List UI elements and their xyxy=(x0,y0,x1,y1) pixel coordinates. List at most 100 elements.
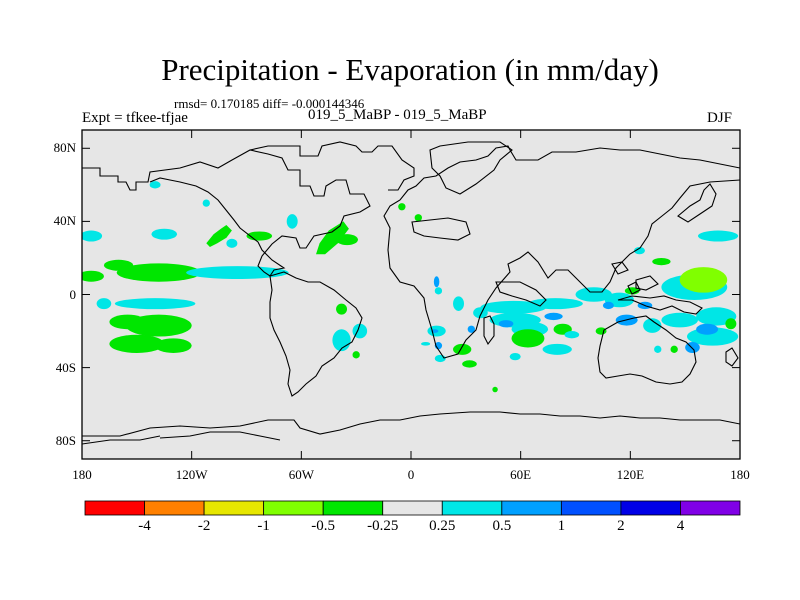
coastline xyxy=(635,275,659,291)
coastline xyxy=(383,145,740,359)
colorbar-level-label: -0.5 xyxy=(311,518,336,534)
x-tick-label: 180 xyxy=(72,467,92,482)
colorbar-level-label: 2 xyxy=(617,518,625,534)
colorbar-swatch xyxy=(144,500,205,516)
colorbar-level-label: 4 xyxy=(676,518,685,534)
anomaly-patch xyxy=(109,334,165,353)
x-tick-label: 120E xyxy=(616,467,645,482)
anomaly-patch xyxy=(467,325,475,333)
y-tick-label: 80S xyxy=(55,432,76,448)
coastline xyxy=(495,281,547,307)
colorbar-level-label: 0.25 xyxy=(429,518,456,534)
colorbar-swatch xyxy=(441,500,503,516)
anomaly-patch xyxy=(453,296,465,311)
anomaly-patch xyxy=(103,259,134,271)
coastline xyxy=(82,149,371,277)
anomaly-patch xyxy=(226,238,238,248)
colorbar-swatch xyxy=(203,500,265,516)
coastline xyxy=(597,315,697,385)
colorbar-swatch xyxy=(680,500,741,516)
coastline xyxy=(483,315,495,346)
anomaly-patch xyxy=(82,270,104,282)
experiment-label: Expt = tfkee-tfjae xyxy=(82,110,188,126)
coastline xyxy=(627,281,641,295)
anomaly-patch xyxy=(398,203,406,211)
anomaly-patch xyxy=(509,352,521,361)
y-tick-label: 0 xyxy=(69,286,77,302)
colorbar-level-label: -0.25 xyxy=(367,518,399,534)
coastline xyxy=(82,411,740,437)
colorbar-level-label: 0.5 xyxy=(492,518,512,534)
anomaly-patch xyxy=(633,246,645,255)
coastline xyxy=(269,271,363,397)
colorbar-level-label: -4 xyxy=(138,518,151,534)
coastline xyxy=(677,183,717,223)
map-background xyxy=(82,130,740,459)
anomaly-patch xyxy=(421,342,431,346)
anomaly-patch xyxy=(352,351,360,359)
anomaly-patch xyxy=(414,214,422,222)
anomaly-patch xyxy=(492,386,498,393)
coastline xyxy=(725,347,739,367)
colorbar-swatch xyxy=(84,500,145,516)
anomaly-patch xyxy=(316,221,349,255)
coastline xyxy=(611,261,629,275)
colorbar-swatch xyxy=(322,500,384,516)
colorbar-swatch xyxy=(620,500,681,516)
anomaly-patch xyxy=(679,267,728,293)
anomaly-patch xyxy=(206,225,232,247)
anomaly-patch xyxy=(433,276,440,288)
anomaly-patch xyxy=(202,199,210,207)
anomaly-patch xyxy=(114,298,196,310)
anomaly-patch xyxy=(462,360,477,368)
y-tick-label: 40S xyxy=(55,359,76,375)
anomaly-patch xyxy=(511,329,545,348)
anomaly-patch xyxy=(697,230,739,242)
colorbar-level-label: 1 xyxy=(557,518,566,534)
coastline xyxy=(82,435,161,445)
anomaly-patch xyxy=(498,320,514,328)
anomaly-patch xyxy=(527,298,583,310)
anomaly-patch xyxy=(336,303,348,315)
coastline xyxy=(159,431,281,441)
anomaly-patch xyxy=(116,263,201,282)
chart-title: Precipitation - Evaporation (in mm/day) xyxy=(161,52,659,87)
colorbar-swatch xyxy=(501,500,562,516)
anomaly-patch xyxy=(96,298,112,310)
coastline xyxy=(617,295,703,315)
anomaly-patch xyxy=(602,301,614,310)
anomaly-patch xyxy=(643,318,662,333)
anomaly-patch xyxy=(125,314,192,337)
anomaly-patch xyxy=(670,345,678,353)
anomaly-patch xyxy=(544,312,563,321)
x-tick-label: 120W xyxy=(175,467,208,482)
anomaly-patch xyxy=(564,331,580,339)
y-tick-label: 40N xyxy=(53,213,76,229)
colorbar-level-label: -2 xyxy=(197,518,211,534)
case-label: 019_5_MaBP - 019_5_MaBP xyxy=(308,107,487,123)
coastline xyxy=(411,217,471,241)
anomaly-patch xyxy=(652,257,671,266)
y-tick-label: 80N xyxy=(53,140,76,156)
coastlines xyxy=(82,141,740,445)
anomaly-patch xyxy=(654,345,662,353)
colorbar-swatch xyxy=(382,500,443,516)
axis-ticks xyxy=(81,130,741,459)
anomaly-patch xyxy=(149,181,161,189)
x-tick-label: 180 xyxy=(730,467,750,482)
colorbar-swatch xyxy=(263,500,324,516)
x-tick-label: 0 xyxy=(407,467,415,482)
anomaly-patch xyxy=(725,318,737,330)
anomaly-patch xyxy=(696,323,719,335)
season-label: DJF xyxy=(707,110,733,126)
anomaly-patch xyxy=(186,266,289,279)
x-tick-label: 60E xyxy=(510,467,532,482)
anomaly-patch xyxy=(82,230,103,242)
anomaly-patch xyxy=(453,343,472,355)
anomaly-patch xyxy=(595,327,607,335)
anomaly-patch xyxy=(661,312,698,328)
anomaly-patch xyxy=(151,228,178,240)
anomaly-fields xyxy=(82,181,739,393)
coastline xyxy=(429,141,513,195)
